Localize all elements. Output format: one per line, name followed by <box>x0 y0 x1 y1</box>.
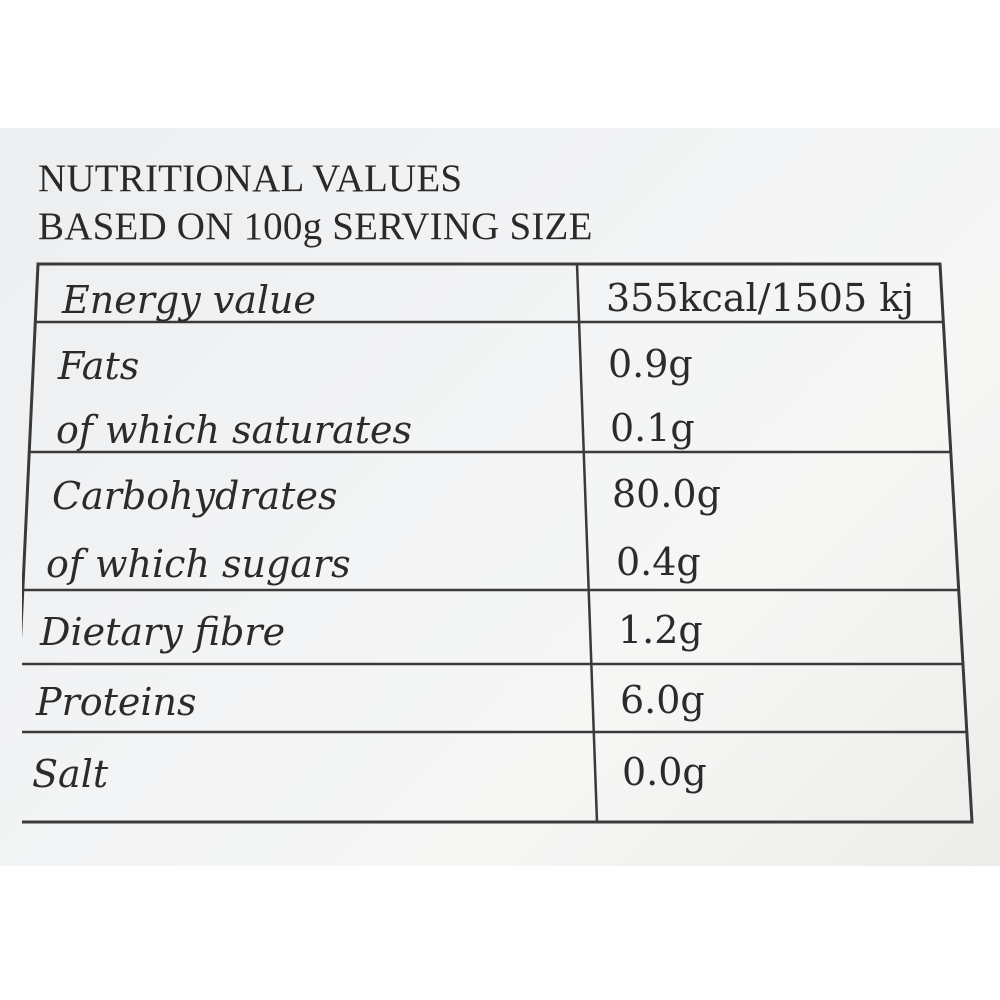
row-label-saturates: of which saturates <box>56 408 412 452</box>
row-value-fibre: 1.2g <box>618 608 703 652</box>
row-label-carbohydrates: Carbohydrates <box>52 474 338 518</box>
nutrition-title: NUTRITIONAL VALUES <box>38 157 463 200</box>
row-label-fibre: Dietary fibre <box>40 610 286 654</box>
serving-size-subtitle: BASED ON 100g SERVING SIZE <box>38 205 593 248</box>
label-photo: NUTRITIONAL VALUES BASED ON 100g SERVING… <box>0 128 1000 866</box>
row-label-salt: Salt <box>32 752 109 796</box>
table-border <box>22 262 974 824</box>
row-label-sugars: of which sugars <box>46 542 351 586</box>
row-value-carbohydrates: 80.0g <box>612 472 721 516</box>
row-value-saturates: 0.1g <box>610 406 695 450</box>
row-value-energy: 355kcal/1505 kj <box>606 276 915 320</box>
row-value-sugars: 0.4g <box>616 540 701 584</box>
row-label-energy: Energy value <box>62 278 316 322</box>
row-value-proteins: 6.0g <box>620 678 705 722</box>
nutrition-table: Energy value 355kcal/1505 kj Fats 0.9g o… <box>22 128 1000 866</box>
table-rules <box>22 262 974 824</box>
column-divider <box>575 263 599 823</box>
row-label-proteins: Proteins <box>36 680 197 724</box>
row-label-fats: Fats <box>58 344 140 388</box>
row-value-salt: 0.0g <box>622 750 707 794</box>
row-value-fats: 0.9g <box>608 342 693 386</box>
